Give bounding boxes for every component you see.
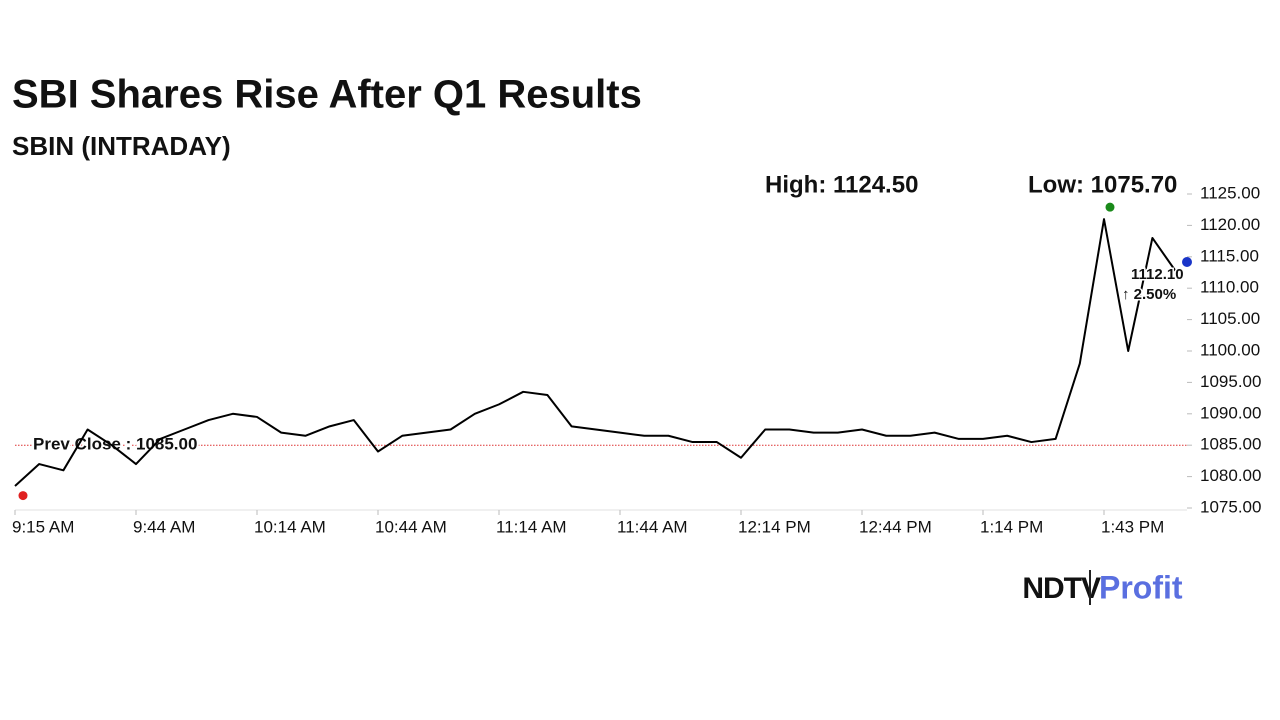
low-label: Low: 1075.70 — [1028, 171, 1177, 198]
logo-product: Profit — [1099, 569, 1183, 605]
last-label: 1112.10 — [1131, 266, 1184, 283]
y-tick-label: 1075.00 — [1200, 497, 1261, 516]
y-tick-label: 1105.00 — [1200, 309, 1260, 328]
y-tick-label: 1095.00 — [1200, 372, 1261, 391]
x-tick-label: 9:44 AM — [133, 517, 195, 536]
high-marker — [1105, 202, 1115, 212]
price-line — [14, 218, 1178, 487]
x-tick-label: 12:44 PM — [859, 517, 932, 536]
x-tick-label: 1:43 PM — [1101, 517, 1164, 536]
y-tick-label: 1085.00 — [1200, 435, 1261, 454]
chart-subtitle: SBIN (INTRADAY) — [12, 131, 231, 161]
x-tick-label: 10:44 AM — [375, 517, 447, 536]
prev-close-label: Prev Close : 1085.00 — [33, 435, 197, 454]
y-tick-label: 1090.00 — [1200, 403, 1261, 422]
y-tick-label: 1115.00 — [1200, 246, 1259, 265]
chart-title: SBI Shares Rise After Q1 Results — [12, 73, 642, 117]
y-tick-label: 1120.00 — [1200, 215, 1260, 234]
low-marker — [18, 491, 28, 501]
y-tick-label: 1080.00 — [1200, 466, 1261, 485]
x-tick-label: 11:14 AM — [496, 517, 567, 536]
x-tick-label: 12:14 PM — [738, 517, 811, 536]
y-tick-label: 1125.00 — [1200, 183, 1260, 202]
x-tick-label: 11:44 AM — [617, 517, 688, 536]
y-tick-label: 1110.00 — [1200, 278, 1259, 297]
x-tick-label: 9:15 AM — [12, 517, 74, 536]
y-tick-label: 1100.00 — [1200, 340, 1260, 359]
logo-brand: NDTV — [1022, 572, 1101, 605]
x-tick-label: 10:14 AM — [254, 517, 326, 536]
last-marker — [1182, 257, 1192, 268]
x-tick-label: 1:14 PM — [980, 517, 1043, 536]
high-label: High: 1124.50 — [765, 171, 918, 198]
change-label: ↑ 2.50% — [1122, 286, 1176, 303]
